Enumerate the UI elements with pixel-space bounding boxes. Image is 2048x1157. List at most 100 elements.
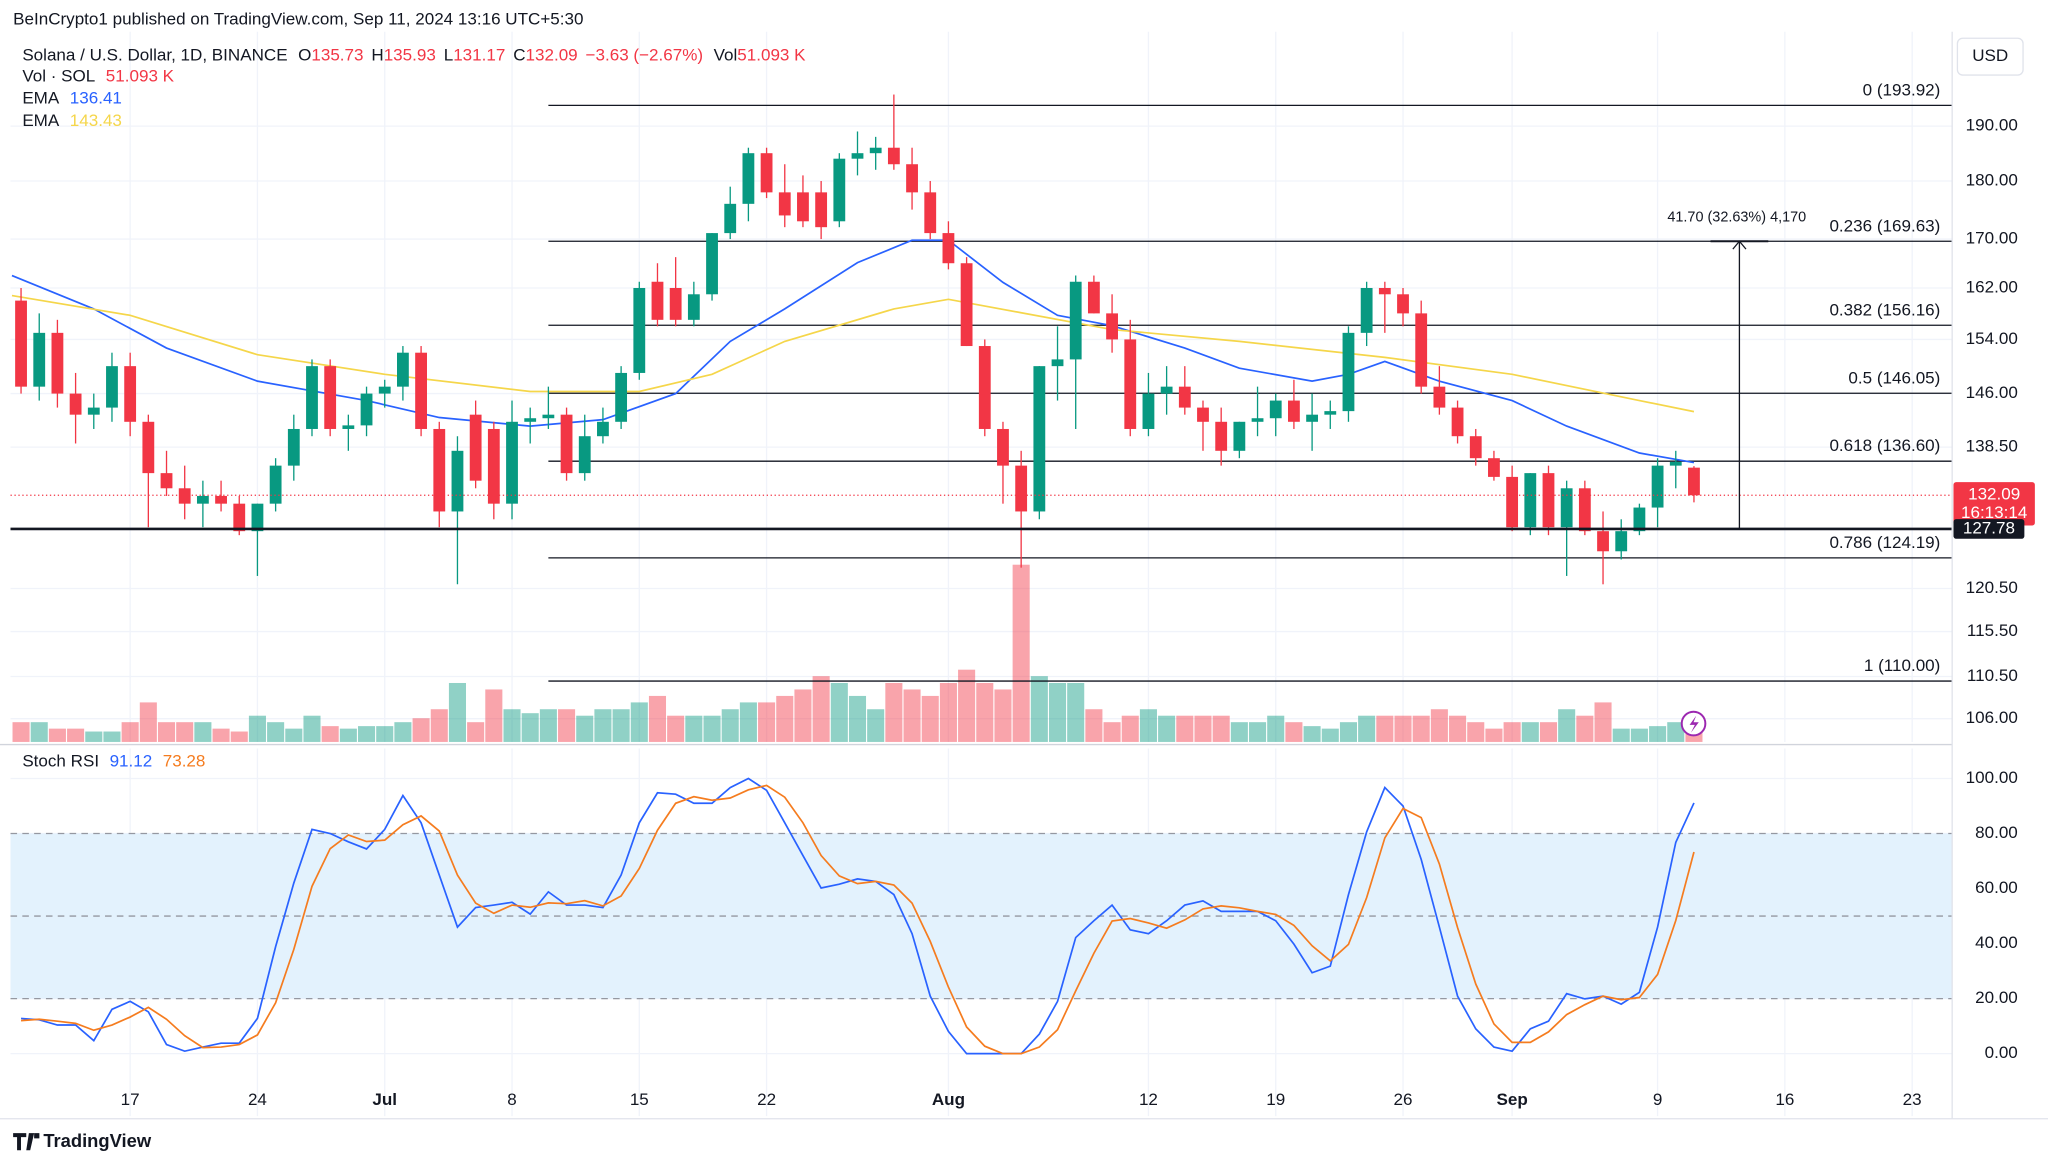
fib-label: 0.618 (136.60) [1829,436,1940,455]
volume-bar [903,689,921,742]
fib-label: 1 (110.00) [1864,656,1940,675]
volume-bar [758,702,776,742]
events-icon-bolt [1689,715,1699,733]
candle-body [15,300,27,387]
volume-bar [667,715,685,742]
candle-body [1633,507,1646,532]
candle-body [978,346,991,429]
candle-body [1342,332,1355,412]
currency-label[interactable]: USD [1972,46,2008,65]
candle-body [342,425,355,429]
volume-bar [1212,715,1230,742]
candle-body [1033,366,1046,512]
candle-body [1378,287,1391,295]
volume-bar [648,695,667,742]
volume-bar [848,695,867,742]
x-tick-label: 16 [1775,1090,1794,1109]
fib-label: 0.786 (124.19) [1829,533,1940,552]
x-tick-label: Sep [1496,1090,1527,1109]
volume-bar [558,709,576,742]
symbol-title: Solana / U.S. Dollar, 1D, BINANCE [22,45,287,64]
volume-bar [1539,722,1558,742]
volume-bar [485,689,503,742]
currency-button[interactable] [1956,37,2024,76]
candle-body [869,147,882,154]
volume-bar [703,715,721,742]
candle-body [215,495,227,504]
candle-body [487,428,500,504]
volume-bar [867,709,885,742]
x-tick-label: 19 [1266,1090,1285,1109]
candle-body [451,450,464,512]
candle-body [1360,287,1373,333]
candle-body [560,414,573,474]
x-tick-label: 26 [1394,1090,1413,1109]
candle-body [1433,386,1446,408]
volume-bar [1358,715,1376,742]
volume-bar [885,682,903,742]
volume-bar [448,682,466,742]
change-value: −3.63 (−2.67%) [586,45,704,64]
candle-body [87,407,100,415]
volume-bar [1467,722,1485,742]
ohlc-label: L [444,45,453,64]
candle-body [124,366,137,422]
y-tick-label: 180.00 [1966,171,2018,190]
volume-bar [339,728,357,742]
stoch-legend: Stoch RSI 91.12 73.28 [22,751,205,770]
candle-body [997,428,1009,466]
support-tag-value: 127.78 [1963,518,2015,537]
volume-bar [1485,728,1503,742]
candle-body [1069,281,1082,360]
fib-label: 0.382 (156.16) [1829,300,1940,319]
volume-bar [539,709,557,742]
volume-bar [1376,715,1394,742]
volume-bar [285,728,303,742]
candle-body [69,393,82,415]
y-tick-label: 120.50 [1966,578,2018,597]
candle-body [233,503,246,532]
candle-body [1142,393,1155,429]
candle-body [1542,473,1555,528]
volume-bar [1649,726,1667,742]
candle-body [742,153,755,204]
volume-bar [212,728,230,742]
volume-bar [30,722,48,742]
candle-body [1124,339,1137,429]
x-tick-label: Aug [932,1090,965,1109]
measure-arrow [1732,240,1747,250]
candle-body [669,287,682,320]
y-tick-label: 146.00 [1966,383,2018,402]
y-tick-label: 110.50 [1967,666,2018,685]
volume-bar [830,682,848,742]
volume-bar [48,728,66,742]
candle-body [1397,294,1409,314]
candle-body [797,192,809,222]
candle-body [106,366,118,408]
candle-body [778,192,791,216]
volume-bar [1449,715,1467,742]
y-tick-label: 162.00 [1966,277,2018,296]
volume-bar [576,715,594,742]
volume-bar [1158,715,1176,742]
y-tick-label: 190.00 [1966,116,2018,135]
volume-bar [194,722,212,742]
candle-body [378,386,391,394]
volume-bar [685,715,703,742]
footer-brand: TradingView [43,1130,152,1151]
ema-line [11,294,1695,413]
volume-bar [376,726,394,742]
candle-body [306,366,318,429]
volume-bar [958,669,976,742]
volume-bar [939,682,957,742]
stoch-title: Stoch RSI [22,751,99,770]
candle-body [887,147,900,165]
volume-bar [1412,715,1430,742]
ema-name: EMA [22,110,60,129]
y-tick-label: 170.00 [1966,229,2018,248]
candle-body [1306,414,1319,422]
volume-bar [1048,682,1067,742]
volume-bar [1176,715,1194,742]
x-tick-label: Jul [372,1090,397,1109]
